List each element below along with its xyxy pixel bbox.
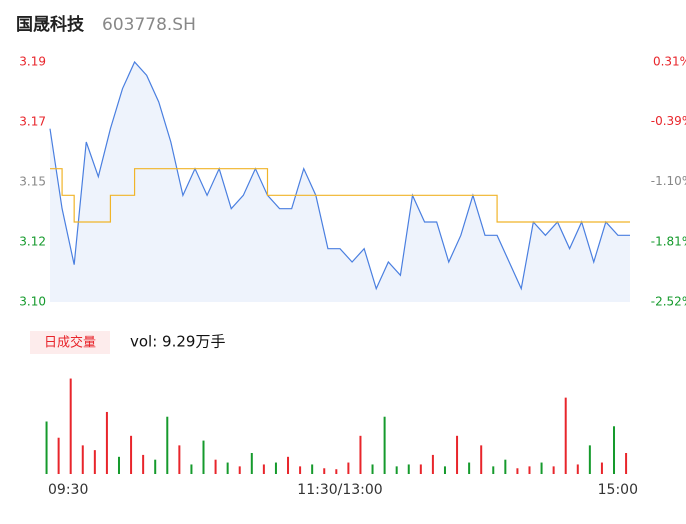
volume-bar [93, 450, 96, 474]
legend-badge [30, 331, 110, 354]
volume-bar [323, 468, 326, 474]
volume-bar [274, 462, 277, 474]
volume-summary: vol: 9.29万手 [130, 333, 225, 351]
y-tick-label: 3.12 [19, 235, 46, 249]
volume-bar [552, 466, 555, 474]
y2-tick-label: -1.10% [651, 174, 686, 188]
volume-bar [443, 466, 446, 474]
volume-bar [105, 411, 108, 474]
volume-bar [335, 469, 338, 474]
volume-bar [166, 416, 169, 474]
volume-bar [178, 445, 181, 474]
volume-bar [456, 435, 459, 474]
volume-bar [468, 462, 471, 474]
volume-bar [214, 459, 217, 474]
volume-bar [576, 464, 579, 474]
volume-bar [395, 466, 398, 474]
volume-bar [613, 426, 616, 474]
y-tick-label: 3.17 [19, 115, 46, 129]
volume-bar [383, 416, 386, 474]
volume-bar [504, 459, 507, 474]
volume-bar [419, 464, 422, 474]
volume-bar [311, 464, 314, 474]
volume-bar [142, 454, 145, 474]
title: 国晟科技 [16, 14, 85, 35]
volume-bar [57, 437, 60, 474]
y2-tick-label: -0.39% [651, 114, 686, 128]
y-tick-label: 3.10 [19, 295, 46, 309]
x-tick-label: 15:00 [598, 482, 638, 498]
volume-bar [564, 397, 567, 474]
volume-bar [202, 440, 205, 474]
volume-bar [130, 435, 133, 474]
volume-bar [431, 454, 434, 474]
volume-bar [492, 466, 495, 474]
volume-bar [81, 445, 84, 474]
volume-bar [528, 466, 531, 474]
volume-bar [154, 459, 157, 474]
y2-tick-label: 0.31% [653, 55, 686, 69]
volume-bar [371, 464, 374, 474]
legend-label: 日成交量 [44, 335, 96, 351]
volume-bar [600, 462, 603, 474]
subtitle: 603778.SH [102, 15, 196, 35]
y2-tick-label: -2.52% [651, 295, 686, 309]
y2-tick-label: -1.81% [651, 234, 686, 248]
volume-bar [238, 466, 241, 474]
y-tick-label: 3.15 [19, 175, 46, 189]
volume-bar [480, 445, 483, 474]
volume-bar [117, 456, 120, 474]
volume-bar [347, 462, 350, 474]
volume-bar [359, 435, 362, 474]
price-area [50, 62, 630, 302]
volume-bar [516, 468, 519, 474]
volume-bar [226, 462, 229, 474]
volume-bar [69, 378, 72, 474]
x-tick-label: 09:30 [48, 482, 88, 498]
volume-bar [45, 421, 48, 474]
volume-bar [190, 464, 193, 474]
volume-bar [407, 464, 410, 474]
volume-bar [588, 445, 591, 474]
volume-bar [299, 466, 302, 474]
y-tick-label: 3.19 [19, 55, 46, 69]
x-tick-label: 11:30/13:00 [297, 482, 382, 498]
volume-bar [250, 453, 253, 474]
volume-bar [625, 453, 628, 474]
average-line [50, 168, 630, 223]
volume-bar [262, 464, 265, 474]
volume-bar [287, 456, 290, 474]
volume-bar [540, 462, 543, 474]
